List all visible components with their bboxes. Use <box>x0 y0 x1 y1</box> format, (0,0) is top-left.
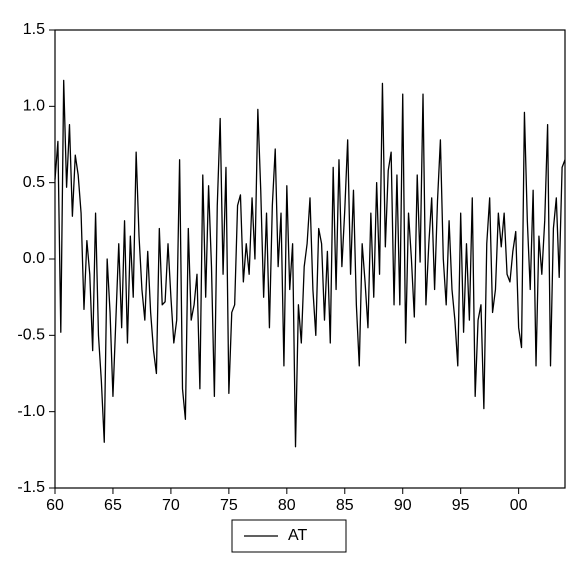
y-tick-label: 1.0 <box>23 98 45 115</box>
x-tick-label: 70 <box>162 497 180 514</box>
y-tick-label: -1.0 <box>17 403 45 420</box>
x-tick-label: 85 <box>336 497 354 514</box>
y-tick-label: 0.0 <box>23 250 45 267</box>
chart-bg <box>0 0 578 580</box>
x-tick-label: 75 <box>220 497 238 514</box>
x-tick-label: 80 <box>278 497 296 514</box>
x-tick-label: 60 <box>46 497 64 514</box>
chart-container: -1.5 -1.0 -0.5 0.0 0.5 1.0 1.5 60 65 70 75 80 85 90 95… <box>0 0 578 580</box>
line-chart: -1.5 -1.0 -0.5 0.0 0.5 1.0 1.5 60 65 70 75 80 85 90 95… <box>0 0 578 580</box>
y-tick-label: 0.5 <box>23 174 45 191</box>
y-tick-label: -0.5 <box>17 327 45 344</box>
y-tick-label: -1.5 <box>17 479 45 496</box>
legend-label: AT <box>288 527 307 544</box>
x-tick-label: 00 <box>510 497 528 514</box>
x-tick-label: 95 <box>452 497 470 514</box>
x-tick-label: 90 <box>394 497 412 514</box>
y-tick-label: 1.5 <box>23 21 45 38</box>
x-tick-label: 65 <box>104 497 122 514</box>
